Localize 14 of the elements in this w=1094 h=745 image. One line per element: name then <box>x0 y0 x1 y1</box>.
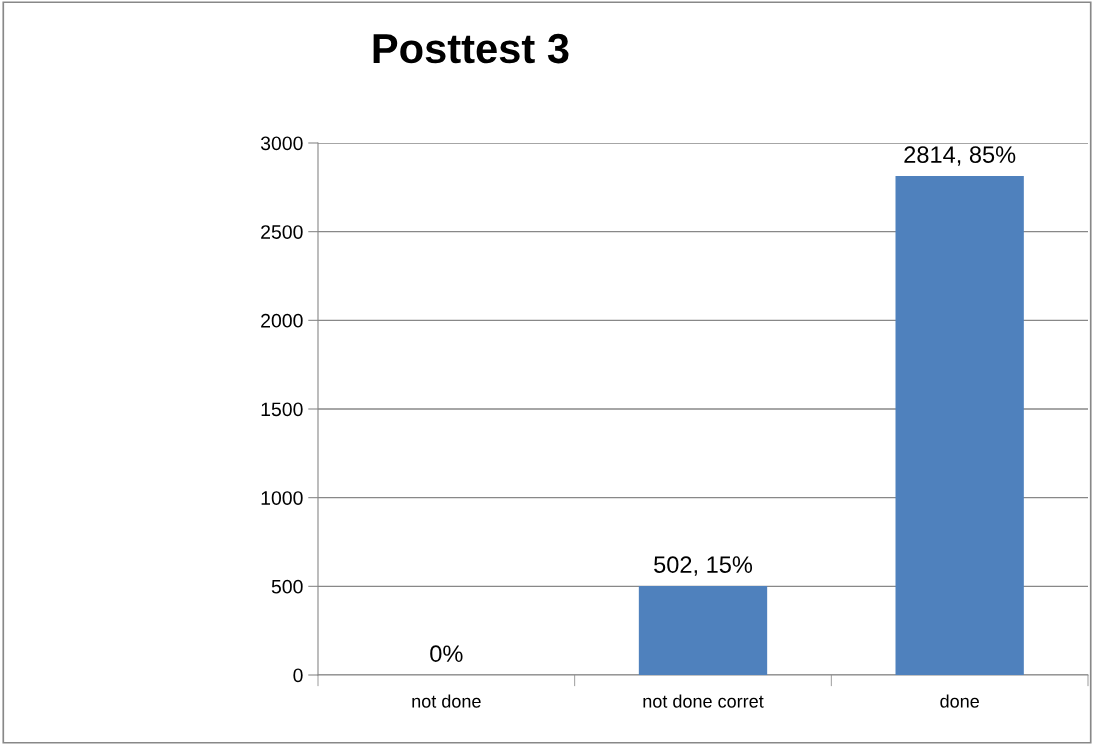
y-tick-label: 0 <box>293 668 303 683</box>
y-tick-label: 2000 <box>261 313 303 328</box>
y-tick-label: 3000 <box>260 136 303 151</box>
data-label: 502, 15% <box>654 556 753 576</box>
x-tick-label: not done <box>412 694 481 708</box>
data-label: 0% <box>430 645 463 662</box>
y-tick-label: 2500 <box>261 225 303 239</box>
y-tick-label: 1500 <box>261 402 303 417</box>
y-tick-label: 500 <box>271 579 303 594</box>
x-tick-label: not done corret <box>643 694 764 708</box>
data-label: 2814, 85% <box>904 146 1016 166</box>
y-tick-label: 1000 <box>261 491 303 505</box>
x-tick-label: done <box>940 694 979 708</box>
chart-title: Posttest 3 <box>373 33 569 64</box>
